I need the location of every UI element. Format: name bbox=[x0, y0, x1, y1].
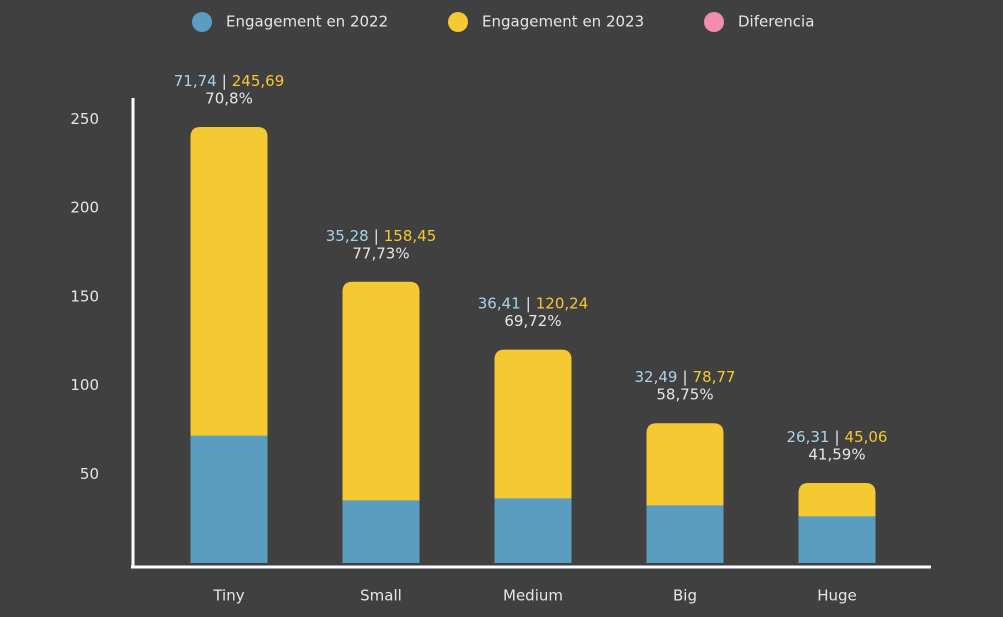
x-tick-label: Medium bbox=[503, 587, 563, 605]
legend-label: Engagement en 2023 bbox=[482, 13, 644, 31]
bar bbox=[646, 505, 724, 563]
bar bbox=[798, 516, 876, 563]
value-label: 71,74 bbox=[174, 71, 217, 89]
legend-label: Engagement en 2022 bbox=[226, 13, 388, 31]
x-tick-label: Huge bbox=[817, 587, 857, 605]
value-label: 26,31 bbox=[787, 428, 830, 446]
value-label: 32,49 bbox=[635, 368, 678, 386]
value-label: 41,59% bbox=[808, 446, 865, 464]
data-label: 32,49 | 78,77 bbox=[635, 368, 736, 386]
legend-marker bbox=[704, 12, 724, 32]
data-label: 36,41 | 120,24 bbox=[478, 294, 589, 312]
y-tick-label: 200 bbox=[70, 199, 99, 217]
value-label: 158,45 bbox=[384, 226, 437, 244]
value-label: 77,73% bbox=[352, 244, 409, 262]
x-tick-label: Big bbox=[673, 587, 697, 605]
x-tick-label: Tiny bbox=[212, 587, 244, 605]
data-label: 26,31 | 45,06 bbox=[787, 428, 888, 446]
separator: | bbox=[222, 71, 227, 89]
value-label: 45,06 bbox=[845, 428, 888, 446]
value-label: 245,69 bbox=[232, 71, 285, 89]
legend-marker bbox=[192, 12, 212, 32]
bar bbox=[494, 498, 572, 563]
value-label: 78,77 bbox=[693, 368, 736, 386]
y-tick-label: 150 bbox=[70, 287, 99, 305]
y-tick-label: 50 bbox=[80, 465, 99, 483]
value-label: 70,8% bbox=[205, 89, 253, 107]
bar bbox=[342, 500, 420, 563]
separator: | bbox=[682, 368, 687, 386]
data-label: 35,28 | 158,45 bbox=[326, 226, 437, 244]
value-label: 58,75% bbox=[656, 386, 713, 404]
x-tick-label: Small bbox=[360, 587, 402, 605]
legend-label: Diferencia bbox=[738, 13, 814, 31]
separator: | bbox=[374, 226, 379, 244]
y-tick-label: 100 bbox=[70, 376, 99, 394]
separator: | bbox=[526, 294, 531, 312]
bar bbox=[190, 435, 268, 563]
value-label: 35,28 bbox=[326, 226, 369, 244]
value-label: 120,24 bbox=[536, 294, 589, 312]
value-label: 36,41 bbox=[478, 294, 521, 312]
y-tick-label: 250 bbox=[70, 110, 99, 128]
separator: | bbox=[834, 428, 839, 446]
legend-marker bbox=[448, 12, 468, 32]
bar bbox=[342, 281, 420, 563]
data-label: 71,74 | 245,69 bbox=[174, 71, 285, 89]
value-label: 69,72% bbox=[504, 312, 561, 330]
